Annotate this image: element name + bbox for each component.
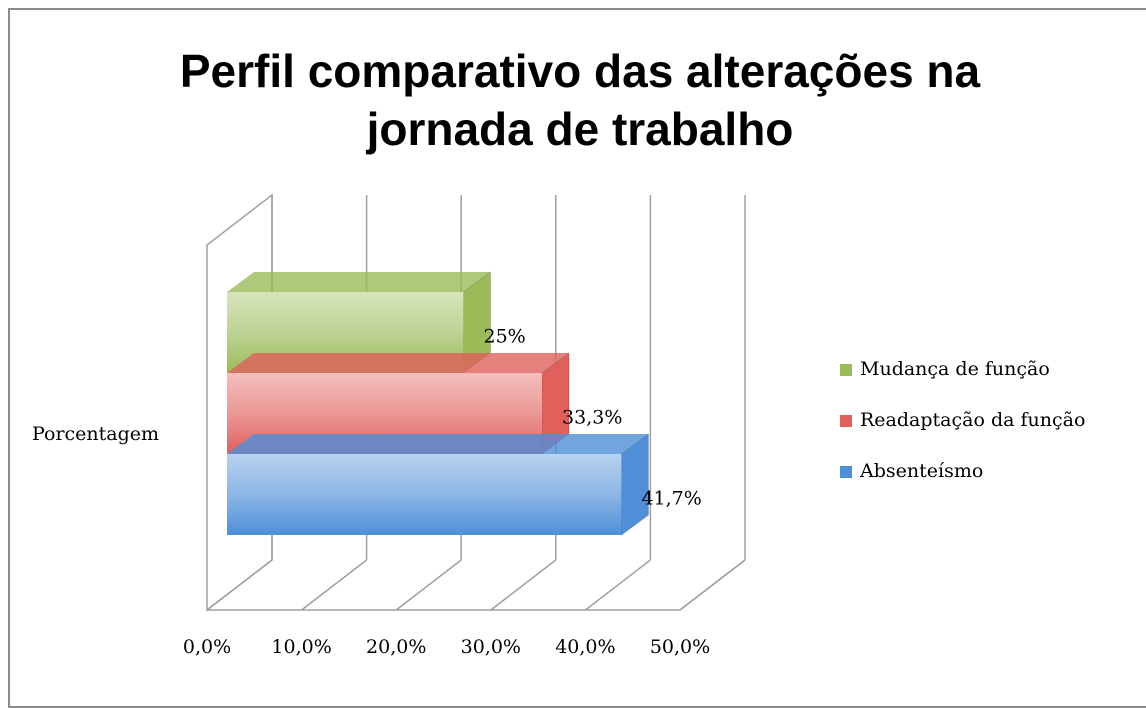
grid-line xyxy=(301,559,368,611)
chart: 0,0% 10,0% 20,0% 30,0% 40,0% 50,0% Porcentagem… xyxy=(32,193,1085,658)
bar-top xyxy=(227,353,570,373)
legend-swatch xyxy=(840,466,852,478)
data-label: 33,3% xyxy=(562,407,622,429)
legend-label: Readaptação da função xyxy=(860,409,1085,431)
legend-swatch xyxy=(840,364,852,376)
data-label: 41,7% xyxy=(641,488,701,510)
grid-line xyxy=(206,559,273,611)
x-tick-label: 50,0% xyxy=(650,636,710,658)
grid-line xyxy=(584,559,651,611)
bar-top xyxy=(227,272,491,292)
legend-label: Absenteísmo xyxy=(859,460,983,482)
bar-top xyxy=(227,434,649,454)
bar-shine xyxy=(227,454,622,535)
legend-swatch xyxy=(840,415,852,427)
grid-line xyxy=(395,559,462,611)
x-tick-label: 30,0% xyxy=(461,636,521,658)
data-label: 25% xyxy=(484,326,526,348)
grid-line xyxy=(679,559,746,611)
page: {"chart_data":{"type":"bar3d","orientati… xyxy=(8,8,1146,708)
chart-title: Perfil comparativo das alterações na jor… xyxy=(179,45,981,155)
legend-label: Mudança de função xyxy=(860,358,1050,380)
x-tick-label: 0,0% xyxy=(183,636,231,658)
x-tick-label: 40,0% xyxy=(555,636,615,658)
x-tick-label: 10,0% xyxy=(271,636,331,658)
x-tick-label: 20,0% xyxy=(366,636,426,658)
grid-line xyxy=(490,559,557,611)
category-label: Porcentagem xyxy=(32,423,159,445)
